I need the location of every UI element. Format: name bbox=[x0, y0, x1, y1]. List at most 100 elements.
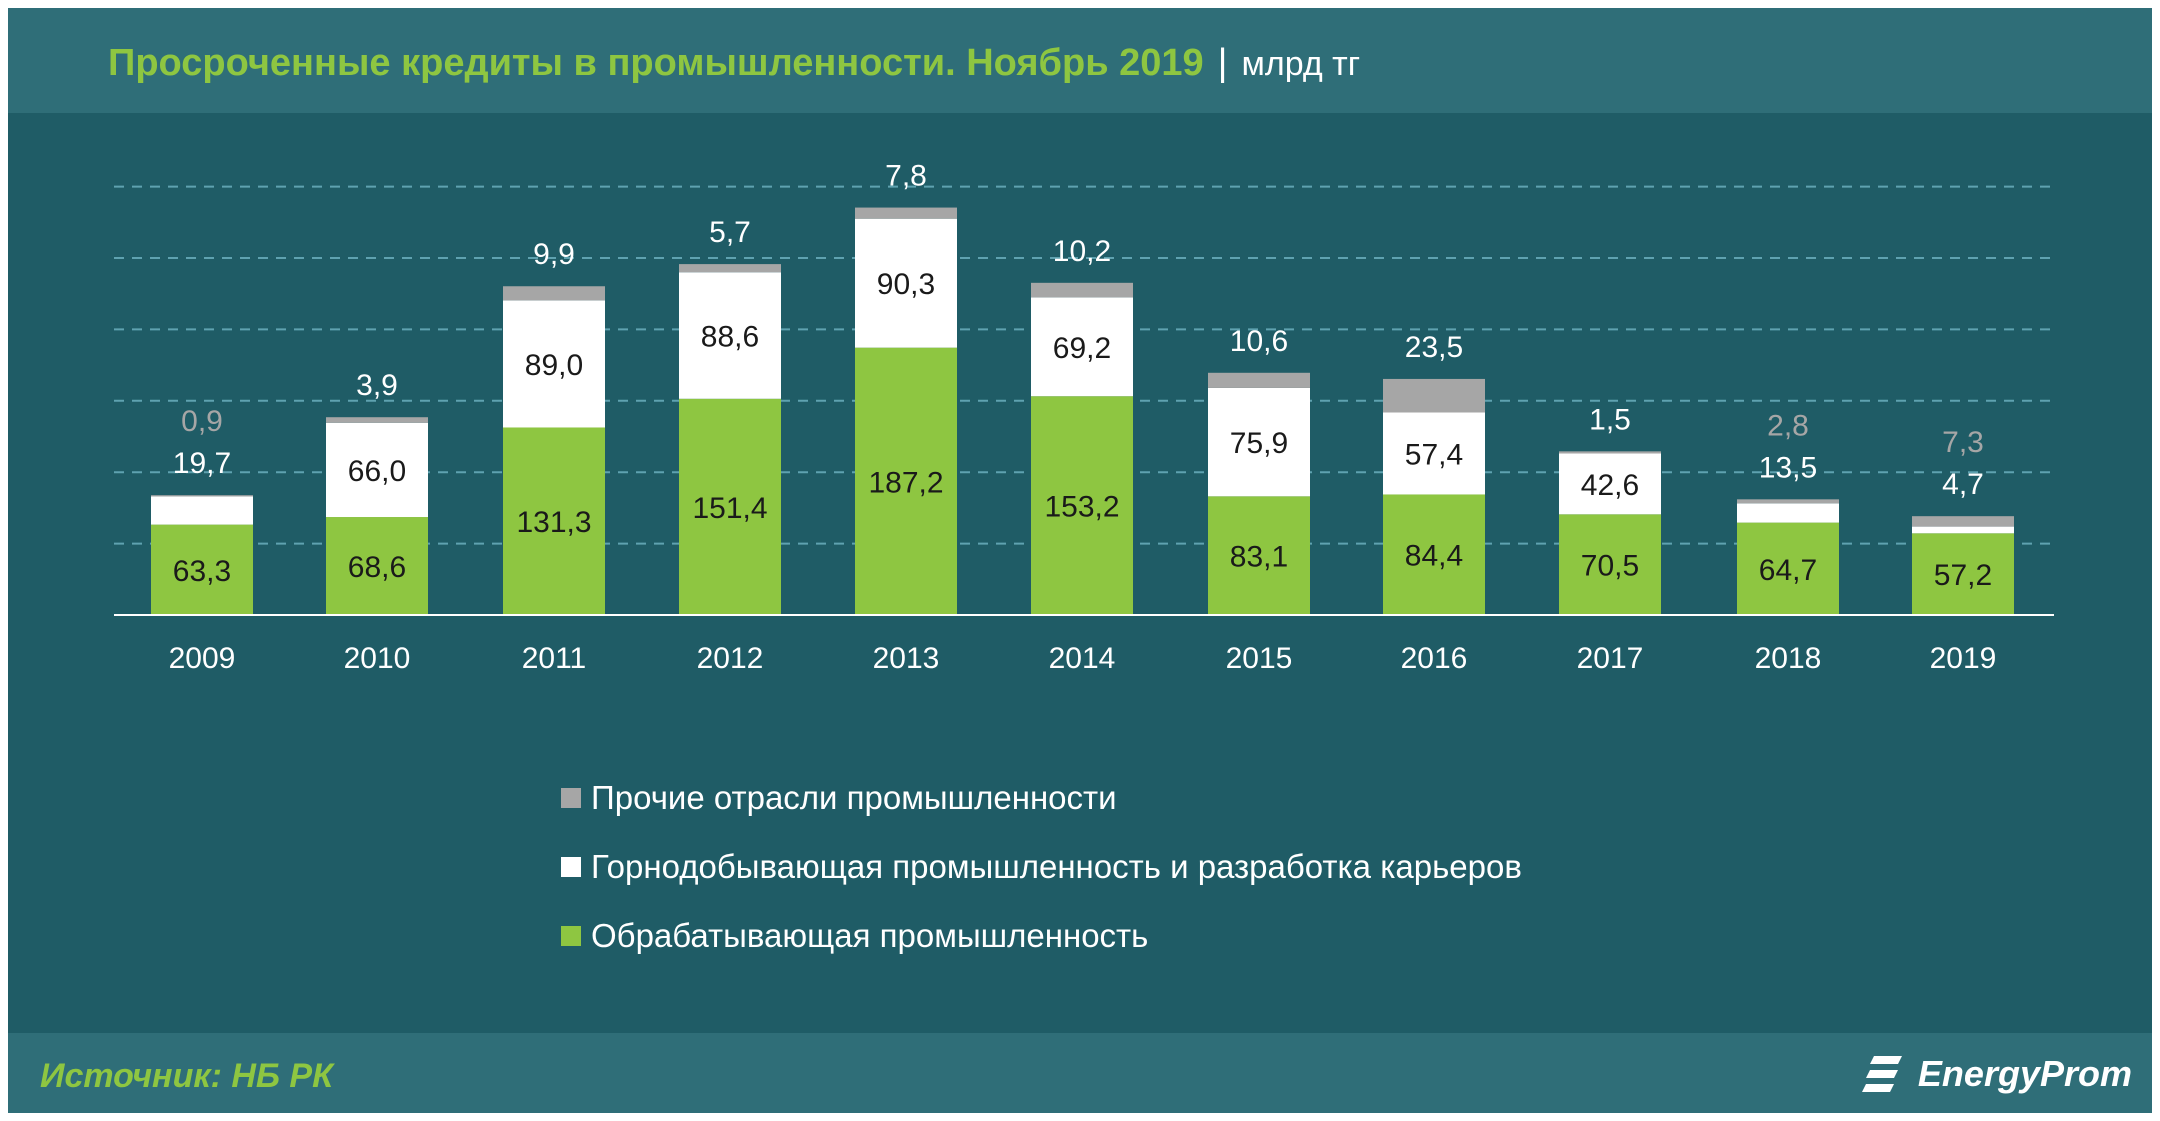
x-tick-2018: 2018 bbox=[1755, 642, 1822, 675]
title-bar: Просроченные кредиты в промышленности. Н… bbox=[8, 8, 2152, 113]
x-tick-2013: 2013 bbox=[873, 642, 940, 675]
bars bbox=[151, 207, 2014, 615]
bar-2013-series-0 bbox=[855, 347, 957, 615]
x-tick-2014: 2014 bbox=[1049, 642, 1116, 675]
energyprom-logo-icon bbox=[1861, 1056, 1902, 1092]
x-tick-2010: 2010 bbox=[344, 642, 411, 675]
bar-2011-series-1 bbox=[503, 300, 605, 428]
value-label-2009-manufacturing: 63,3 bbox=[173, 555, 231, 588]
bar-2012-series-0 bbox=[679, 398, 781, 615]
title-text: Просроченные кредиты в промышленности. Н… bbox=[108, 42, 1204, 84]
value-label-2018-other: 2,8 bbox=[1767, 409, 1809, 442]
bar-2018-series-0 bbox=[1737, 522, 1839, 615]
x-tick-2012: 2012 bbox=[697, 642, 764, 675]
bar-2009-series-1 bbox=[151, 496, 253, 525]
bar-2019-series-0 bbox=[1912, 533, 2014, 615]
bar-2018-series-1 bbox=[1737, 503, 1839, 523]
bar-2010-series-2 bbox=[326, 417, 428, 423]
bar-2015-series-1 bbox=[1208, 387, 1310, 497]
x-axis-ticks: 2009 2010 2011 2012 2013 2014 2015 2016 2017 2018… bbox=[169, 642, 1997, 675]
unit-label: млрд тг bbox=[1241, 45, 1361, 83]
bar-2015-series-2 bbox=[1208, 372, 1310, 388]
value-label-2012-other: 5,7 bbox=[709, 216, 751, 249]
value-label-2016-mining: 57,4 bbox=[1405, 438, 1463, 471]
legend-item-2: Прочие отрасли промышленности bbox=[561, 776, 1117, 820]
value-label-2012-mining: 88,6 bbox=[701, 321, 759, 354]
bar-2011-series-2 bbox=[503, 286, 605, 301]
bar-2016-series-2 bbox=[1383, 378, 1485, 413]
value-label-2017-mining: 42,6 bbox=[1581, 469, 1639, 502]
value-label-2010-mining: 66,0 bbox=[348, 455, 406, 488]
legend-swatch-0 bbox=[561, 926, 581, 946]
energyprom-logo: EnergyProm bbox=[1860, 1049, 2132, 1099]
bar-2016-series-1 bbox=[1383, 412, 1485, 495]
value-label-2015-other: 10,6 bbox=[1230, 325, 1288, 358]
value-label-2017-other: 1,5 bbox=[1589, 403, 1631, 436]
chart-frame: Просроченные кредиты в промышленности. Н… bbox=[8, 8, 2152, 1113]
value-label-2010-other: 3,9 bbox=[356, 369, 398, 402]
value-label-2014-manufacturing: 153,2 bbox=[1044, 491, 1119, 524]
value-label-2014-mining: 69,2 bbox=[1053, 332, 1111, 365]
value-label-2019-manufacturing: 57,2 bbox=[1934, 559, 1992, 592]
x-tick-2019: 2019 bbox=[1930, 642, 1997, 675]
legend-label-2: Прочие отрасли промышленности bbox=[591, 779, 1117, 816]
value-label-2011-manufacturing: 131,3 bbox=[516, 506, 591, 539]
value-label-2014-other: 10,2 bbox=[1053, 235, 1111, 268]
value-label-2009-mining: 19,7 bbox=[173, 447, 231, 480]
value-label-2012-manufacturing: 151,4 bbox=[692, 492, 767, 525]
value-label-2010-manufacturing: 68,6 bbox=[348, 551, 406, 584]
bar-2015-series-0 bbox=[1208, 496, 1310, 615]
bar-2009-series-2 bbox=[151, 495, 253, 497]
x-tick-2017: 2017 bbox=[1577, 642, 1644, 675]
bar-2017-series-0 bbox=[1559, 514, 1661, 615]
legend-label-1: Горнодобывающая промышленность и разрабо… bbox=[591, 848, 1522, 885]
bar-2019-series-1 bbox=[1912, 526, 2014, 534]
legend-item-0: Обрабатывающая промышленность bbox=[561, 914, 1148, 958]
chart-title: Просроченные кредиты в промышленности. Н… bbox=[108, 42, 1360, 85]
bar-2016-series-0 bbox=[1383, 494, 1485, 615]
bar-2012-series-2 bbox=[679, 264, 781, 273]
bar-2018-series-2 bbox=[1737, 499, 1839, 504]
bar-2014-series-2 bbox=[1031, 282, 1133, 298]
bar-2009-series-0 bbox=[151, 524, 253, 615]
legend-swatch-1 bbox=[561, 857, 581, 877]
value-label-2011-other: 9,9 bbox=[533, 238, 575, 271]
bar-2012-series-1 bbox=[679, 272, 781, 399]
x-tick-2011: 2011 bbox=[522, 642, 587, 675]
bar-2013-series-1 bbox=[855, 218, 957, 348]
value-label-2016-manufacturing: 84,4 bbox=[1405, 540, 1463, 573]
legend-swatch-2 bbox=[561, 788, 581, 808]
bar-2017-series-1 bbox=[1559, 453, 1661, 515]
bar-chart: 63,3 19,7 0,9 68,6 66,0 3,9 131,3 89,0 9,9 151,4 8… bbox=[114, 160, 2054, 675]
bar-2010-series-1 bbox=[326, 422, 428, 518]
footer-bar: Источник: НБ РК EnergyProm bbox=[8, 1033, 2152, 1113]
value-label-2017-manufacturing: 70,5 bbox=[1581, 550, 1639, 583]
legend-item-1: Горнодобывающая промышленность и разрабо… bbox=[561, 845, 1522, 889]
bar-2014-series-1 bbox=[1031, 297, 1133, 397]
x-tick-2015: 2015 bbox=[1226, 642, 1293, 675]
value-label-2013-mining: 90,3 bbox=[877, 268, 935, 301]
x-tick-2009: 2009 bbox=[169, 642, 236, 675]
bar-2017-series-2 bbox=[1559, 451, 1661, 454]
value-labels: 63,3 19,7 0,9 68,6 66,0 3,9 131,3 89,0 9,9 151,4 8… bbox=[173, 160, 1992, 593]
bar-2011-series-0 bbox=[503, 427, 605, 615]
source-note: Источник: НБ РК bbox=[40, 1057, 334, 1095]
bar-2014-series-0 bbox=[1031, 396, 1133, 615]
value-label-2019-other: 7,3 bbox=[1942, 426, 1984, 459]
logo-text: EnergyProm bbox=[1917, 1053, 2132, 1094]
bar-2019-series-2 bbox=[1912, 516, 2014, 527]
bar-2010-series-0 bbox=[326, 517, 428, 615]
value-label-2018-mining: 13,5 bbox=[1759, 451, 1817, 484]
x-tick-2016: 2016 bbox=[1401, 642, 1468, 675]
legend-label-0: Обрабатывающая промышленность bbox=[591, 917, 1149, 954]
bar-2013-series-2 bbox=[855, 207, 957, 219]
value-label-2013-manufacturing: 187,2 bbox=[868, 466, 943, 499]
value-label-2009-other: 0,9 bbox=[181, 405, 223, 438]
value-label-2018-manufacturing: 64,7 bbox=[1759, 554, 1817, 587]
value-label-2015-mining: 75,9 bbox=[1230, 427, 1288, 460]
value-label-2015-manufacturing: 83,1 bbox=[1230, 541, 1288, 574]
value-label-2016-other: 23,5 bbox=[1405, 331, 1463, 364]
value-label-2019-mining: 4,7 bbox=[1942, 468, 1984, 501]
title-separator: | bbox=[1217, 42, 1228, 84]
value-label-2013-other: 7,8 bbox=[885, 160, 927, 193]
